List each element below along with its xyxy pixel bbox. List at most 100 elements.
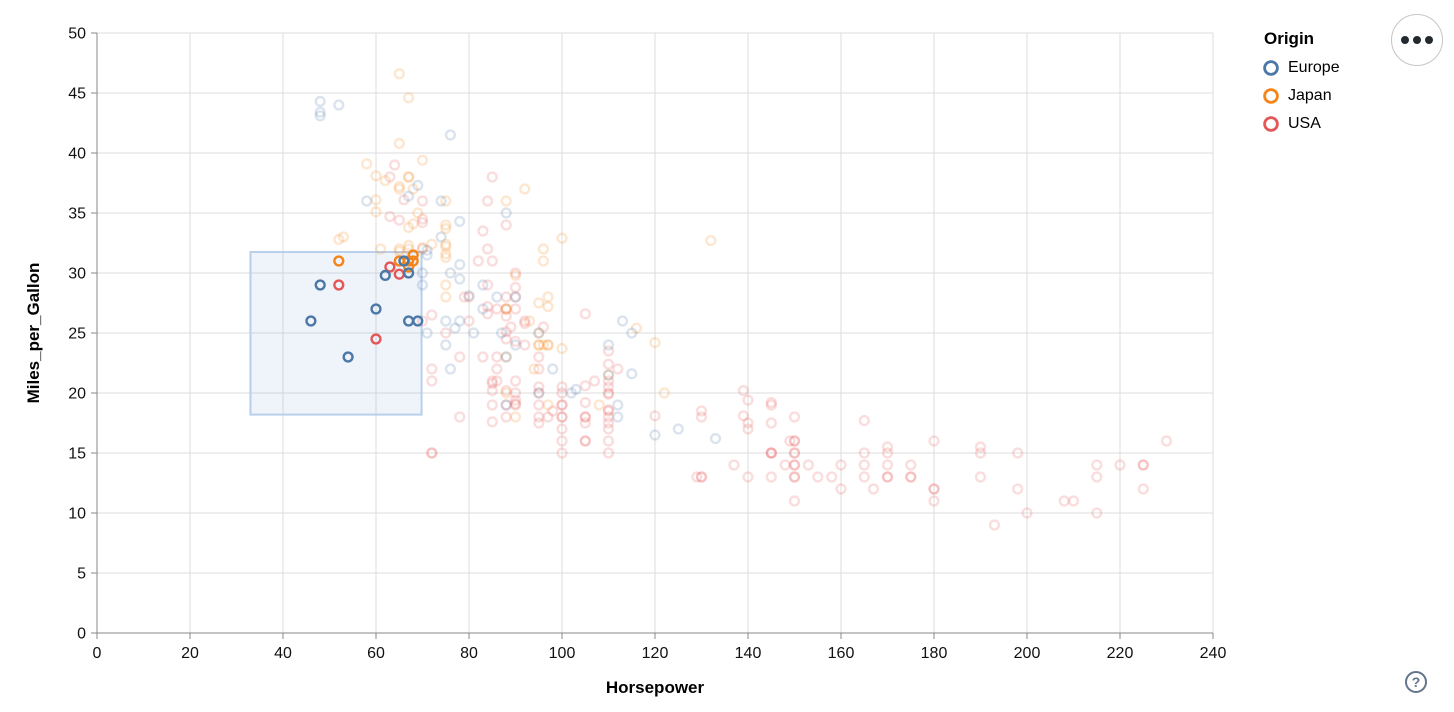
data-point <box>477 351 489 363</box>
data-point <box>728 459 740 471</box>
data-point <box>375 243 387 255</box>
data-point <box>556 232 568 244</box>
data-point <box>509 339 522 351</box>
data-point <box>500 303 512 315</box>
data-point <box>491 375 503 387</box>
data-point <box>1137 459 1149 471</box>
data-point <box>505 321 517 333</box>
data-point <box>858 471 870 483</box>
data-point <box>463 315 475 327</box>
x-tick-label: 180 <box>921 645 948 662</box>
data-point <box>788 435 801 447</box>
data-point <box>533 363 545 375</box>
data-point <box>533 387 545 399</box>
data-point <box>486 171 498 183</box>
data-point <box>491 291 503 303</box>
data-point <box>440 223 452 235</box>
data-point <box>612 399 624 411</box>
data-point <box>742 471 754 483</box>
data-point <box>556 447 568 459</box>
help-icon[interactable]: ? <box>1405 671 1427 693</box>
data-point <box>858 415 870 427</box>
data-point <box>486 377 498 390</box>
data-point <box>579 417 591 429</box>
brush-selection[interactable] <box>249 251 423 416</box>
y-tick-label: 40 <box>68 146 86 163</box>
legend-item-europe[interactable]: Europe <box>1262 59 1340 77</box>
data-point <box>500 326 512 338</box>
data-point <box>835 459 847 471</box>
data-point <box>403 267 415 279</box>
data-point <box>491 363 503 375</box>
data-point <box>482 195 494 207</box>
data-point <box>463 290 475 302</box>
data-point <box>905 471 917 483</box>
data-point <box>556 435 568 447</box>
data-point <box>579 435 591 447</box>
data-point <box>393 183 405 195</box>
data-point <box>765 447 777 459</box>
data-point <box>454 273 466 285</box>
data-point <box>881 471 894 483</box>
legend-item-usa[interactable]: USA <box>1262 115 1340 133</box>
data-point <box>649 410 661 422</box>
data-point <box>477 279 489 291</box>
data-point <box>398 194 410 206</box>
data-point <box>333 255 345 267</box>
data-point <box>426 363 438 375</box>
data-point <box>440 195 452 207</box>
data-point <box>533 381 545 393</box>
data-point <box>1091 471 1103 483</box>
data-point <box>784 435 796 447</box>
chart-actions-menu-button[interactable] <box>1391 14 1443 66</box>
data-point <box>542 411 554 423</box>
data-point <box>533 387 545 399</box>
data-point <box>486 416 498 428</box>
data-point <box>533 351 545 363</box>
data-point <box>416 242 429 254</box>
data-point <box>486 385 498 397</box>
data-point <box>426 238 438 250</box>
data-point <box>500 351 512 363</box>
x-tick-label: 0 <box>93 645 102 662</box>
data-point <box>440 238 452 250</box>
help-glyph: ? <box>1411 674 1421 690</box>
data-point <box>765 417 777 429</box>
data-point <box>314 279 326 291</box>
data-point <box>616 315 629 327</box>
usa-swatch-icon <box>1263 116 1279 132</box>
y-tick-label: 20 <box>68 386 86 403</box>
data-point <box>509 387 522 399</box>
data-point <box>444 129 457 141</box>
data-point <box>602 358 615 370</box>
data-point <box>737 410 750 422</box>
data-point <box>393 243 405 255</box>
data-point <box>542 399 554 411</box>
data-point <box>458 291 471 303</box>
data-point <box>370 333 382 345</box>
legend-item-japan[interactable]: Japan <box>1262 87 1340 105</box>
data-point <box>765 447 777 459</box>
data-point <box>403 221 415 234</box>
data-point <box>602 381 615 393</box>
data-point <box>337 231 350 243</box>
data-point <box>533 411 545 423</box>
data-point <box>412 315 424 327</box>
data-point <box>379 175 391 187</box>
data-point <box>788 459 801 471</box>
data-point <box>416 267 429 279</box>
data-point <box>649 429 661 441</box>
data-point <box>1058 495 1070 507</box>
x-tick-label: 60 <box>367 645 385 662</box>
data-point <box>881 471 894 483</box>
data-point <box>486 255 498 267</box>
ellipsis-icon <box>1425 36 1433 44</box>
data-point <box>370 170 382 182</box>
data-point <box>333 279 345 291</box>
ellipsis-icon <box>1413 36 1421 44</box>
data-point <box>440 241 452 253</box>
data-point <box>379 269 391 282</box>
data-point <box>533 417 545 429</box>
data-point <box>705 235 717 247</box>
